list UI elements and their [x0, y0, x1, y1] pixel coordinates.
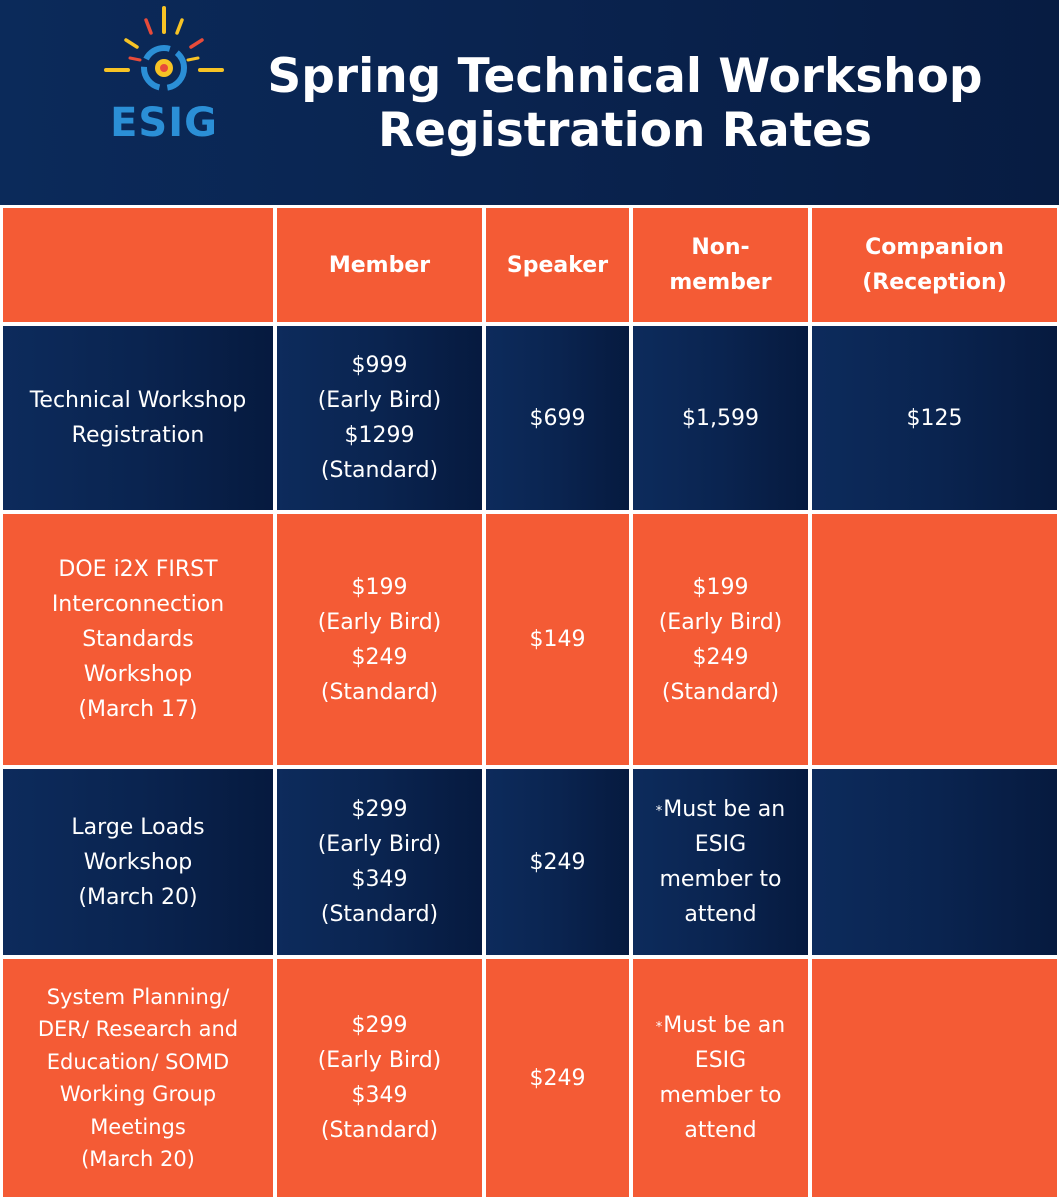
nonmember-note-text: Must be an ESIG member to attend	[659, 797, 786, 927]
cell-speaker-price: $699	[486, 326, 629, 510]
header-banner: ESIG Spring Technical Workshop Registrat…	[0, 0, 1059, 205]
cell-speaker-price: $249	[486, 959, 629, 1197]
cell-nonmember-price: $199 (Early Bird) $249 (Standard)	[633, 514, 808, 765]
header-cell-nonmember: Non- member	[633, 208, 808, 322]
rates-table: Member Speaker Non- member Companion (Re…	[0, 205, 1059, 1200]
row-label-technical-workshop: Technical Workshop Registration	[3, 326, 273, 510]
cell-member-price: $299 (Early Bird) $349 (Standard)	[277, 959, 482, 1197]
row-label-doe-i2x-workshop: DOE i2X FIRST Interconnection Standards …	[3, 514, 273, 765]
sun-icon	[104, 6, 224, 91]
logo-text: ESIG	[110, 100, 218, 146]
cell-member-price: $199 (Early Bird) $249 (Standard)	[277, 514, 482, 765]
asterisk-mark: *	[655, 1020, 663, 1035]
cell-nonmember-note: *Must be an ESIG member to attend	[633, 959, 808, 1197]
cell-nonmember-note: *Must be an ESIG member to attend	[633, 769, 808, 955]
row-label-large-loads-workshop: Large Loads Workshop (March 20)	[3, 769, 273, 955]
header-cell-member: Member	[277, 208, 482, 322]
page-title: Spring Technical Workshop Registration R…	[240, 50, 1010, 158]
cell-speaker-price: $149	[486, 514, 629, 765]
header-cell-companion: Companion (Reception)	[812, 208, 1057, 322]
cell-member-price: $299 (Early Bird) $349 (Standard)	[277, 769, 482, 955]
row-label-working-group-meetings: System Planning/ DER/ Research and Educa…	[3, 959, 273, 1197]
cell-companion-price	[812, 514, 1057, 765]
nonmember-note-text: Must be an ESIG member to attend	[659, 1013, 786, 1143]
esig-logo: ESIG	[102, 6, 226, 146]
cell-nonmember-price: $1,599	[633, 326, 808, 510]
title-line-2: Registration Rates	[377, 103, 873, 158]
cell-companion-price	[812, 769, 1057, 955]
cell-member-price: $999 (Early Bird) $1299 (Standard)	[277, 326, 482, 510]
header-cell-speaker: Speaker	[486, 208, 629, 322]
cell-companion-price: $125	[812, 326, 1057, 510]
cell-speaker-price: $249	[486, 769, 629, 955]
title-line-1: Spring Technical Workshop	[267, 49, 983, 104]
asterisk-mark: *	[655, 804, 663, 819]
header-cell-empty	[3, 208, 273, 322]
cell-companion-price	[812, 959, 1057, 1197]
